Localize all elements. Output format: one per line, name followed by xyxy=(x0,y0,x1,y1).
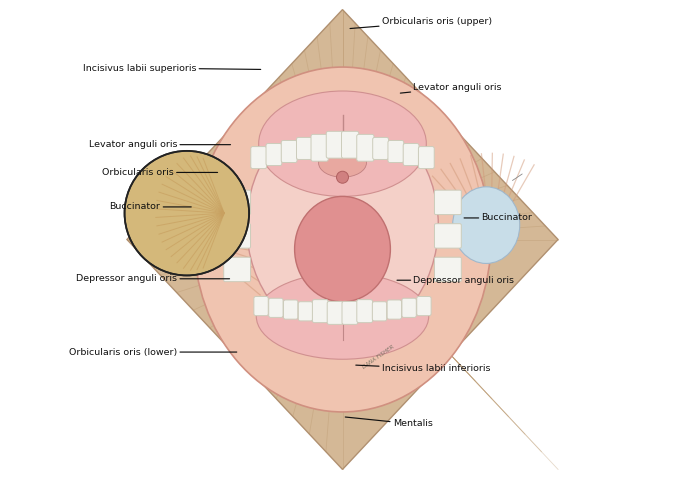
FancyBboxPatch shape xyxy=(326,131,343,158)
FancyBboxPatch shape xyxy=(282,140,297,162)
FancyBboxPatch shape xyxy=(224,190,251,215)
FancyBboxPatch shape xyxy=(373,302,387,321)
Text: Incisivus labii superioris: Incisivus labii superioris xyxy=(83,64,261,72)
FancyBboxPatch shape xyxy=(284,300,298,319)
FancyBboxPatch shape xyxy=(311,135,328,161)
FancyBboxPatch shape xyxy=(387,300,401,319)
FancyBboxPatch shape xyxy=(312,300,328,323)
FancyBboxPatch shape xyxy=(224,224,251,248)
FancyBboxPatch shape xyxy=(388,140,403,162)
Text: Incisivus labii inferioris: Incisivus labii inferioris xyxy=(356,365,490,373)
Text: Depressor anguli oris: Depressor anguli oris xyxy=(76,274,229,283)
FancyBboxPatch shape xyxy=(266,144,282,166)
FancyBboxPatch shape xyxy=(403,144,419,166)
FancyBboxPatch shape xyxy=(342,301,358,324)
FancyBboxPatch shape xyxy=(416,297,431,316)
Text: Buccinator: Buccinator xyxy=(464,214,532,222)
Circle shape xyxy=(125,151,249,275)
Ellipse shape xyxy=(256,273,429,359)
FancyBboxPatch shape xyxy=(373,137,388,160)
Text: Buccinator: Buccinator xyxy=(110,203,191,211)
FancyBboxPatch shape xyxy=(357,135,374,161)
FancyBboxPatch shape xyxy=(224,257,251,282)
FancyBboxPatch shape xyxy=(251,147,266,169)
FancyBboxPatch shape xyxy=(434,224,461,248)
Text: Depressor anguli oris: Depressor anguli oris xyxy=(397,276,514,285)
Ellipse shape xyxy=(247,110,438,340)
Text: Levator anguli oris: Levator anguli oris xyxy=(89,140,231,149)
Text: Mentalis: Mentalis xyxy=(345,417,433,428)
Ellipse shape xyxy=(336,171,349,183)
Ellipse shape xyxy=(259,91,426,196)
Polygon shape xyxy=(127,10,558,469)
Text: Orbicularis oris (lower): Orbicularis oris (lower) xyxy=(69,348,237,356)
Text: Orbicularis oris: Orbicularis oris xyxy=(102,168,218,177)
Ellipse shape xyxy=(295,196,390,302)
FancyBboxPatch shape xyxy=(327,301,343,324)
Text: Levator anguli oris: Levator anguli oris xyxy=(400,83,502,93)
Text: Orbicularis oris (upper): Orbicularis oris (upper) xyxy=(350,17,492,29)
FancyBboxPatch shape xyxy=(269,298,283,318)
FancyBboxPatch shape xyxy=(298,302,312,321)
FancyBboxPatch shape xyxy=(254,297,269,316)
FancyBboxPatch shape xyxy=(297,137,312,160)
FancyBboxPatch shape xyxy=(357,300,373,323)
Ellipse shape xyxy=(453,187,520,263)
Ellipse shape xyxy=(165,187,232,263)
FancyBboxPatch shape xyxy=(402,298,416,318)
FancyBboxPatch shape xyxy=(434,257,461,282)
FancyBboxPatch shape xyxy=(434,190,461,215)
Text: DANA FISHER: DANA FISHER xyxy=(362,344,395,370)
Ellipse shape xyxy=(319,148,366,177)
FancyBboxPatch shape xyxy=(342,131,359,158)
FancyBboxPatch shape xyxy=(419,147,434,169)
Ellipse shape xyxy=(194,67,491,412)
